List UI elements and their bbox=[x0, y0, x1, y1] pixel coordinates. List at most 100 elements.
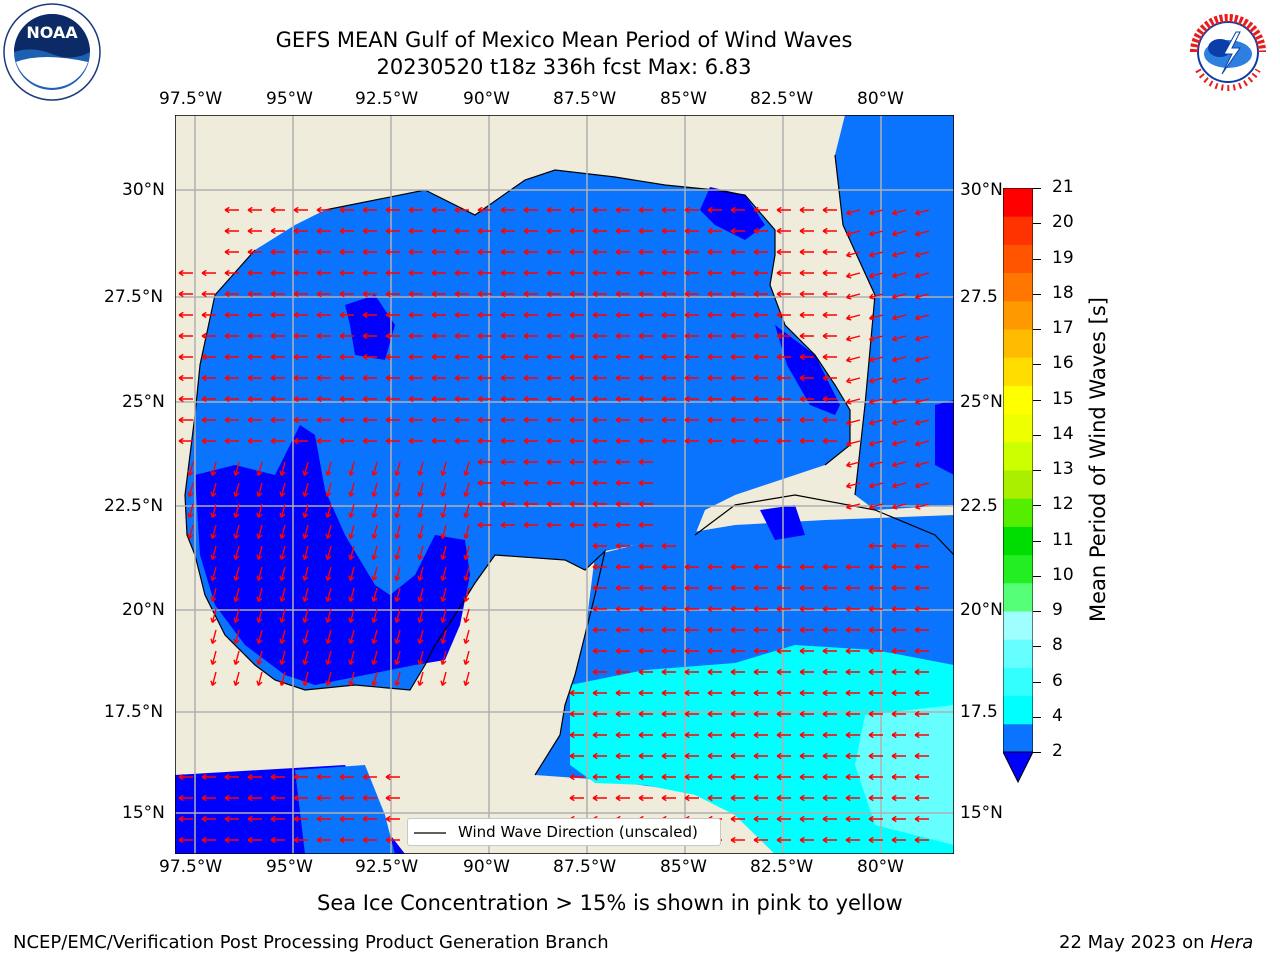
wind-arrow-142 bbox=[523, 290, 538, 298]
wind-arrow-233 bbox=[339, 353, 354, 361]
wind-arrow-422 bbox=[325, 482, 332, 498]
wind-arrow-740 bbox=[362, 773, 377, 781]
lon-label-top-6: 85°W bbox=[660, 89, 707, 109]
wind-arrow-250 bbox=[730, 353, 745, 361]
wind-arrow-22 bbox=[707, 206, 722, 214]
wind-arrow-598 bbox=[463, 629, 470, 645]
lon-label-top-5: 87.5°W bbox=[553, 89, 617, 109]
colorbar-tick-19: 19 bbox=[1052, 247, 1074, 268]
caribbean-cyan bbox=[570, 645, 954, 854]
wind-arrow-440 bbox=[914, 482, 930, 489]
colorbar-band-15 bbox=[1003, 329, 1033, 358]
wind-arrow-815 bbox=[293, 836, 308, 844]
wind-arrow-29 bbox=[868, 209, 884, 216]
wind-arrow-698 bbox=[891, 710, 906, 718]
wind-arrow-311 bbox=[615, 395, 630, 403]
wind-arrow-245 bbox=[615, 353, 630, 361]
wind-arrow-313 bbox=[661, 395, 676, 403]
wind-arrow-46 bbox=[546, 227, 561, 235]
pacific-water bbox=[295, 765, 395, 854]
wind-arrow-644 bbox=[279, 671, 286, 687]
wind-arrow-50 bbox=[638, 227, 653, 235]
wind-arrow-768 bbox=[569, 794, 584, 802]
colorbar-band-18 bbox=[1003, 244, 1033, 274]
legend-label: Wind Wave Direction (unscaled) bbox=[458, 823, 698, 841]
wind-arrow-540 bbox=[371, 587, 378, 603]
wind-arrow-241 bbox=[523, 353, 538, 361]
colorbar-band-8 bbox=[1003, 526, 1033, 556]
wind-arrow-640 bbox=[914, 647, 929, 655]
wind-arrow-579 bbox=[753, 605, 768, 613]
wind-arrow-541 bbox=[394, 587, 401, 603]
colorbar-band-9 bbox=[1003, 498, 1033, 527]
wind-arrow-125 bbox=[891, 272, 907, 279]
wind-arrow-737 bbox=[293, 773, 308, 781]
wind-arrow-358 bbox=[178, 437, 193, 445]
wind-arrow-575 bbox=[661, 605, 676, 613]
wind-arrow-229 bbox=[247, 353, 262, 361]
wind-arrow-615 bbox=[233, 650, 240, 666]
wind-arrow-362 bbox=[270, 437, 285, 445]
wind-arrow-298 bbox=[316, 395, 331, 403]
wind-arrow-111 bbox=[569, 269, 584, 277]
wind-arrow-499 bbox=[592, 542, 607, 550]
wind-arrow-326 bbox=[201, 416, 216, 424]
wind-arrow-334 bbox=[385, 416, 400, 424]
lon-label-bottom-1: 97.5°W bbox=[159, 857, 223, 877]
wind-arrow-775 bbox=[730, 794, 745, 802]
wind-arrow-420 bbox=[279, 482, 286, 498]
wind-arrow-42 bbox=[454, 227, 469, 235]
wind-arrow-395 bbox=[279, 461, 286, 477]
wind-arrow-43 bbox=[477, 227, 492, 235]
wind-arrow-79 bbox=[592, 248, 607, 256]
wind-arrow-589 bbox=[256, 629, 263, 645]
wind-arrow-193 bbox=[178, 332, 193, 340]
wind-arrow-315 bbox=[707, 395, 722, 403]
wind-arrow-593 bbox=[348, 629, 355, 645]
wind-arrow-653 bbox=[592, 668, 607, 676]
wind-arrow-715 bbox=[914, 731, 929, 739]
wind-arrow-407 bbox=[546, 458, 561, 466]
wind-arrow-238 bbox=[454, 353, 469, 361]
wind-arrow-707 bbox=[730, 731, 745, 739]
wind-arrow-119 bbox=[753, 269, 768, 277]
wind-arrow-240 bbox=[500, 353, 515, 361]
wind-arrow-413 bbox=[868, 461, 884, 468]
wind-arrow-336 bbox=[431, 416, 446, 424]
wind-arrow-216 bbox=[707, 332, 722, 340]
wind-arrow-131 bbox=[270, 290, 285, 298]
wind-arrow-564 bbox=[302, 608, 309, 624]
wind-arrow-701 bbox=[592, 731, 607, 739]
wind-arrow-520 bbox=[638, 563, 653, 571]
wind-arrow-162 bbox=[224, 311, 239, 319]
wind-arrow-716 bbox=[569, 752, 584, 760]
wind-arrow-197 bbox=[270, 332, 285, 340]
wind-arrow-647 bbox=[348, 671, 355, 687]
wind-arrow-409 bbox=[592, 458, 607, 466]
wind-arrow-338 bbox=[477, 416, 492, 424]
wind-arrow-317 bbox=[753, 395, 768, 403]
wind-arrow-744 bbox=[615, 773, 630, 781]
wind-arrow-394 bbox=[256, 461, 263, 477]
wind-arrow-242 bbox=[546, 353, 561, 361]
wind-arrows bbox=[178, 206, 930, 844]
wind-arrow-203 bbox=[408, 332, 423, 340]
wind-arrow-603 bbox=[684, 626, 699, 634]
wind-arrow-443 bbox=[233, 503, 240, 519]
wind-arrow-430 bbox=[500, 479, 515, 487]
wind-arrow-347 bbox=[684, 416, 699, 424]
wind-arrow-39 bbox=[385, 227, 400, 235]
wind-arrow-366 bbox=[362, 437, 377, 445]
wind-arrow-562 bbox=[256, 608, 263, 624]
wind-arrow-288 bbox=[845, 377, 861, 384]
colorbar-tick-20: 20 bbox=[1052, 212, 1074, 233]
wind-arrow-309 bbox=[569, 395, 584, 403]
wind-arrow-251 bbox=[753, 353, 768, 361]
wind-arrow-268 bbox=[385, 374, 400, 382]
wind-arrow-279 bbox=[638, 374, 653, 382]
wind-arrow-622 bbox=[394, 650, 401, 666]
wind-arrow-685 bbox=[592, 710, 607, 718]
wind-arrow-222 bbox=[845, 335, 861, 342]
wind-arrow-92 bbox=[891, 251, 907, 258]
wind-arrow-555 bbox=[822, 584, 837, 592]
